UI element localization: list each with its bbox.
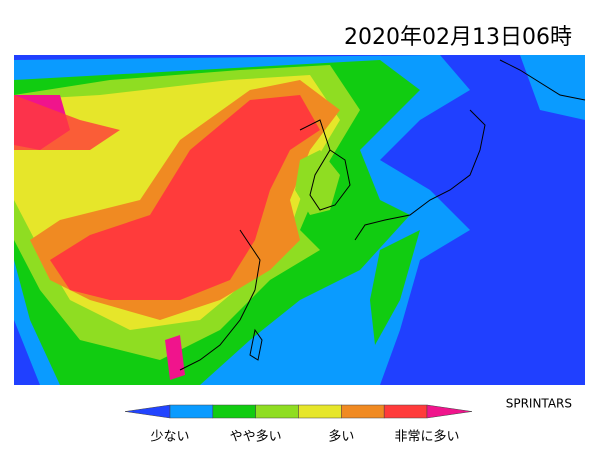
legend-label: 非常に多い bbox=[394, 429, 459, 445]
legend-swatch bbox=[169, 404, 214, 419]
legend: 少ない やや多い 多い 非常に多い bbox=[124, 404, 473, 445]
legend-swatch bbox=[298, 404, 342, 419]
coastlines bbox=[179, 59, 586, 371]
title: 2020年02月13日06時 bbox=[344, 25, 572, 50]
legend-swatch bbox=[212, 404, 256, 419]
legend-swatch bbox=[341, 404, 385, 419]
legend-swatch bbox=[255, 404, 299, 419]
legend-arrow-right bbox=[426, 404, 473, 419]
legend-label: 少ない bbox=[150, 430, 189, 445]
legend-label: 多い bbox=[328, 429, 354, 445]
legend-arrow-left bbox=[124, 404, 171, 419]
aerosol-map bbox=[14, 55, 586, 385]
credit: SPRINTARS bbox=[506, 397, 572, 411]
legend-label: やや多い bbox=[230, 429, 282, 445]
legend-swatch bbox=[383, 404, 428, 419]
